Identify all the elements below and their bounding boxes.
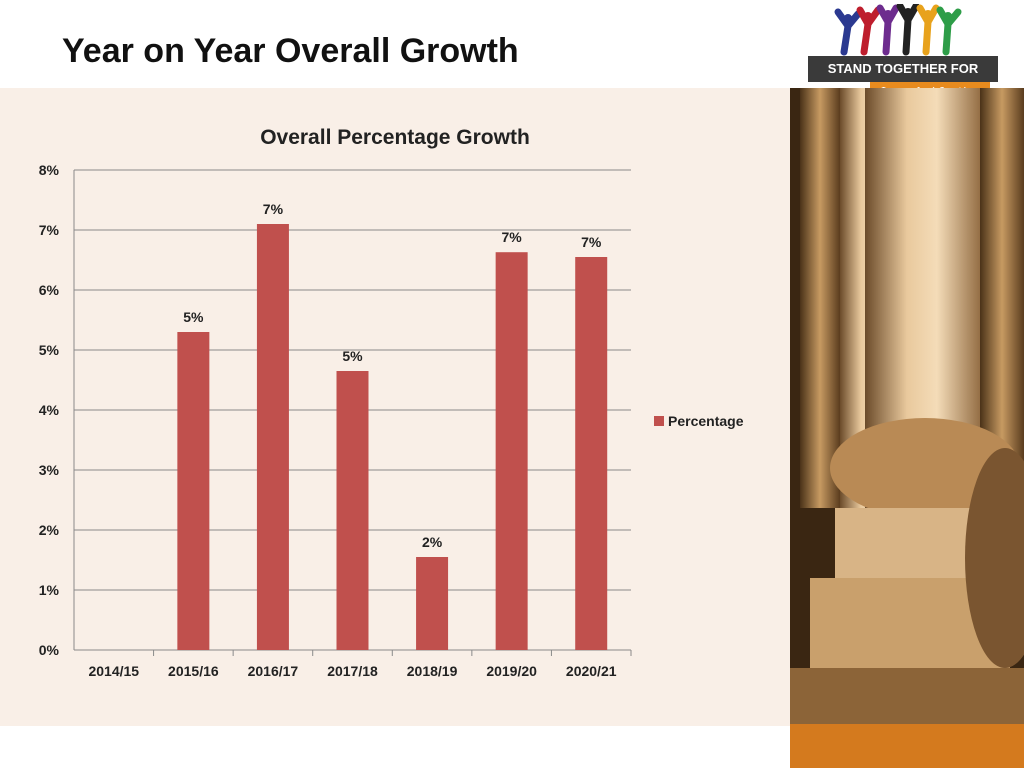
y-tick-label: 1% <box>39 582 60 598</box>
x-tick-label: 2020/21 <box>566 663 617 679</box>
y-tick-label: 2% <box>39 522 60 538</box>
accent-bar <box>790 724 1024 768</box>
y-tick-label: 7% <box>39 222 60 238</box>
y-tick-label: 4% <box>39 402 60 418</box>
y-tick-label: 6% <box>39 282 60 298</box>
bar <box>256 224 289 650</box>
data-label: 2% <box>422 534 443 550</box>
x-tick-label: 2014/15 <box>88 663 139 679</box>
x-tick-label: 2018/19 <box>407 663 458 679</box>
decorative-columns-photo <box>790 88 1024 724</box>
data-label: 5% <box>342 348 363 364</box>
logo: STAND TOGETHER FOR RIGHTS Jwayela i Just… <box>808 2 998 102</box>
bar <box>336 371 369 650</box>
y-tick-label: 5% <box>39 342 60 358</box>
y-tick-label: 8% <box>39 162 60 178</box>
x-tick-label: 2017/18 <box>327 663 378 679</box>
legend: Percentage <box>654 413 744 429</box>
chart-panel: Overall Percentage Growth 0% 1% 2% 3% 4% 5% 6%… <box>0 88 790 726</box>
data-label: 7% <box>581 234 602 250</box>
people-figures-icon <box>834 2 962 56</box>
legend-label: Percentage <box>668 413 744 429</box>
data-label: 5% <box>183 309 204 325</box>
x-tick-label: 2016/17 <box>248 663 299 679</box>
bar-chart: Overall Percentage Growth 0% 1% 2% 3% 4% 5% 6%… <box>39 126 744 679</box>
bar <box>416 557 449 650</box>
y-axis: 0% 1% 2% 3% 4% 5% 6% 7% 8% <box>39 162 75 658</box>
y-tick-label: 0% <box>39 642 60 658</box>
x-axis: 2014/15 2015/16 2016/17 2017/18 2018/19 2019/… <box>88 650 632 679</box>
bar <box>177 332 210 650</box>
legend-swatch <box>654 416 664 426</box>
logo-main-text: STAND TOGETHER FOR RIGHTS <box>808 56 998 102</box>
slide-title: Year on Year Overall Growth <box>62 32 519 70</box>
chart-bars: 5% 7% 5% 2% 7% 7% <box>177 201 608 650</box>
data-label: 7% <box>263 201 284 217</box>
x-tick-label: 2019/20 <box>486 663 537 679</box>
chart-title: Overall Percentage Growth <box>260 126 530 149</box>
bar <box>495 252 528 650</box>
x-tick-label: 2015/16 <box>168 663 219 679</box>
y-tick-label: 3% <box>39 462 60 478</box>
bar <box>575 257 608 650</box>
data-label: 7% <box>502 229 523 245</box>
